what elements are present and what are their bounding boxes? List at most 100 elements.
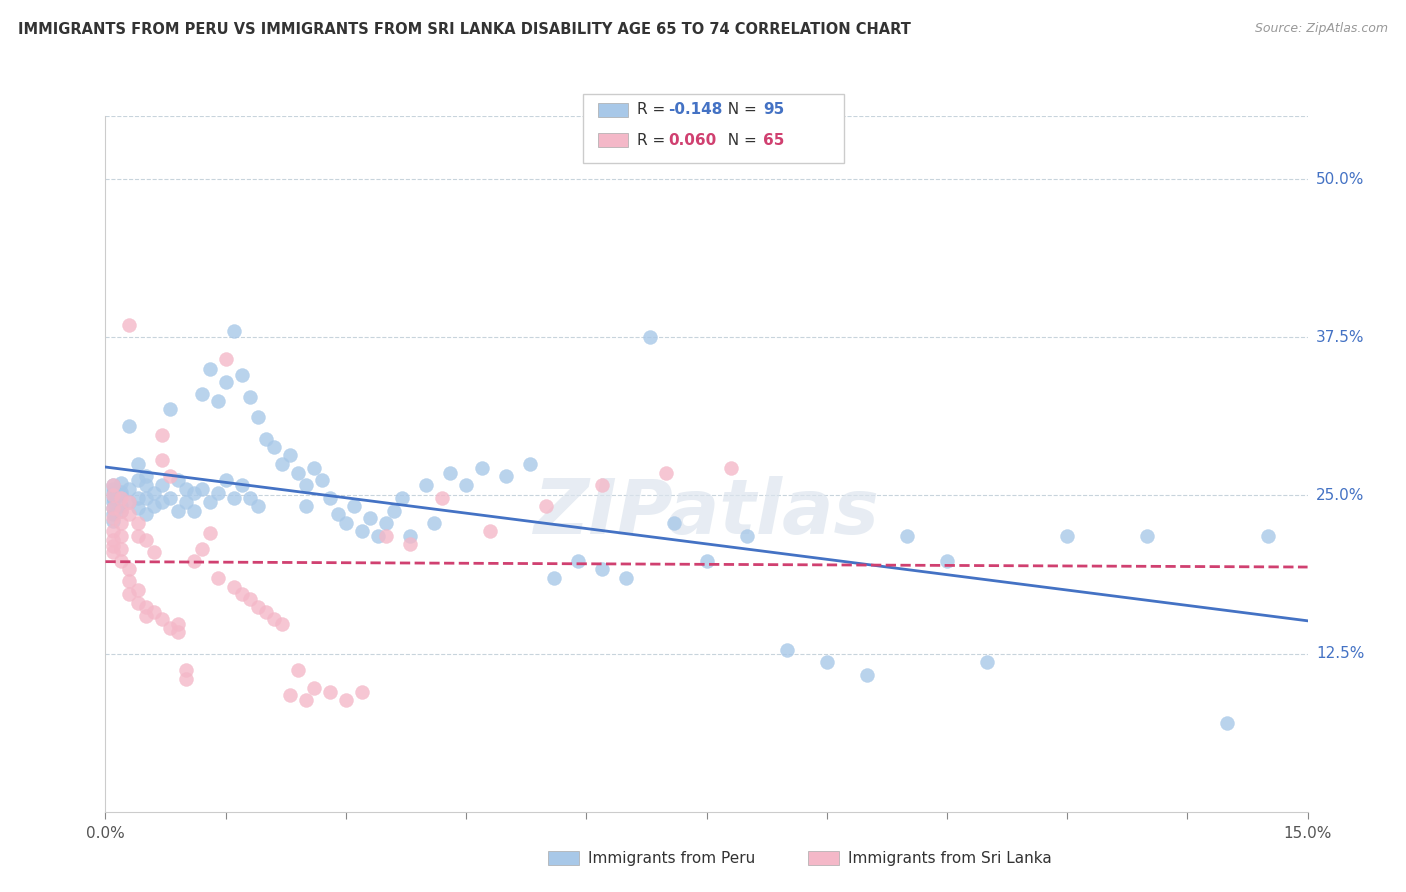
Text: 12.5%: 12.5% [1316, 646, 1364, 661]
Point [231, 478, 253, 492]
Point [110, 475, 132, 490]
Text: Source: ZipAtlas.com: Source: ZipAtlas.com [1254, 22, 1388, 36]
Point [664, 516, 686, 531]
Point [302, 681, 325, 695]
Point [640, 330, 662, 344]
Point [399, 529, 422, 543]
Point [519, 457, 541, 471]
Point [295, 478, 318, 492]
Point [159, 469, 181, 483]
Point [166, 503, 188, 517]
Point [254, 605, 277, 619]
Point [207, 393, 229, 408]
Point [287, 466, 309, 480]
Point [150, 427, 173, 442]
Point [246, 599, 269, 614]
Point [110, 488, 132, 502]
Point [287, 663, 309, 677]
Point [103, 495, 125, 509]
Point [430, 491, 453, 505]
Point [591, 562, 613, 576]
Point [103, 486, 125, 500]
Point [239, 390, 262, 404]
Point [103, 514, 125, 528]
Point [135, 508, 157, 522]
Point [127, 491, 149, 505]
Point [415, 478, 437, 492]
Point [399, 536, 422, 550]
Point [239, 491, 262, 505]
Text: R =: R = [637, 103, 671, 117]
Point [479, 524, 502, 538]
Point [190, 541, 212, 556]
Point [1056, 529, 1078, 543]
Point [270, 457, 292, 471]
Point [103, 478, 125, 492]
Point [319, 684, 342, 698]
Point [118, 508, 141, 522]
Point [118, 418, 141, 433]
Point [103, 524, 125, 538]
Point [198, 362, 221, 376]
Point [159, 491, 181, 505]
Point [135, 533, 157, 547]
Point [135, 491, 157, 505]
Point [118, 482, 141, 496]
Point [110, 516, 132, 531]
Point [166, 473, 188, 487]
Point [815, 656, 838, 670]
Point [302, 460, 325, 475]
Point [374, 529, 398, 543]
Point [495, 469, 517, 483]
Point [367, 529, 389, 543]
Point [222, 324, 245, 338]
Text: Immigrants from Peru: Immigrants from Peru [588, 851, 755, 865]
Point [696, 554, 718, 568]
Point [350, 684, 373, 698]
Point [278, 448, 301, 462]
Point [174, 482, 197, 496]
Point [127, 583, 149, 598]
Point [231, 587, 253, 601]
Point [142, 499, 165, 513]
Point [150, 453, 173, 467]
Point [534, 499, 557, 513]
Point [127, 596, 149, 610]
Point [231, 368, 253, 383]
Point [103, 533, 125, 547]
Point [135, 469, 157, 483]
Point [135, 478, 157, 492]
Point [567, 554, 589, 568]
Point [350, 524, 373, 538]
Point [198, 495, 221, 509]
Point [263, 441, 285, 455]
Point [150, 478, 173, 492]
Point [127, 457, 149, 471]
Point [591, 478, 613, 492]
Text: 65: 65 [763, 133, 785, 147]
Point [335, 693, 357, 707]
Text: -0.148: -0.148 [668, 103, 723, 117]
Point [246, 410, 269, 425]
Point [278, 689, 301, 703]
Point [127, 529, 149, 543]
Text: N =: N = [718, 133, 762, 147]
Point [222, 491, 245, 505]
Point [103, 539, 125, 553]
Point [183, 554, 205, 568]
Text: 25.0%: 25.0% [1316, 488, 1364, 503]
Point [207, 571, 229, 585]
Point [110, 484, 132, 499]
Point [103, 478, 125, 492]
Point [454, 478, 477, 492]
Point [135, 608, 157, 623]
Point [311, 473, 333, 487]
Point [374, 516, 398, 531]
Point [127, 501, 149, 516]
Point [439, 466, 461, 480]
Text: R =: R = [637, 133, 671, 147]
Point [159, 402, 181, 417]
Point [326, 508, 349, 522]
Point [110, 499, 132, 513]
Text: 50.0%: 50.0% [1316, 172, 1364, 186]
